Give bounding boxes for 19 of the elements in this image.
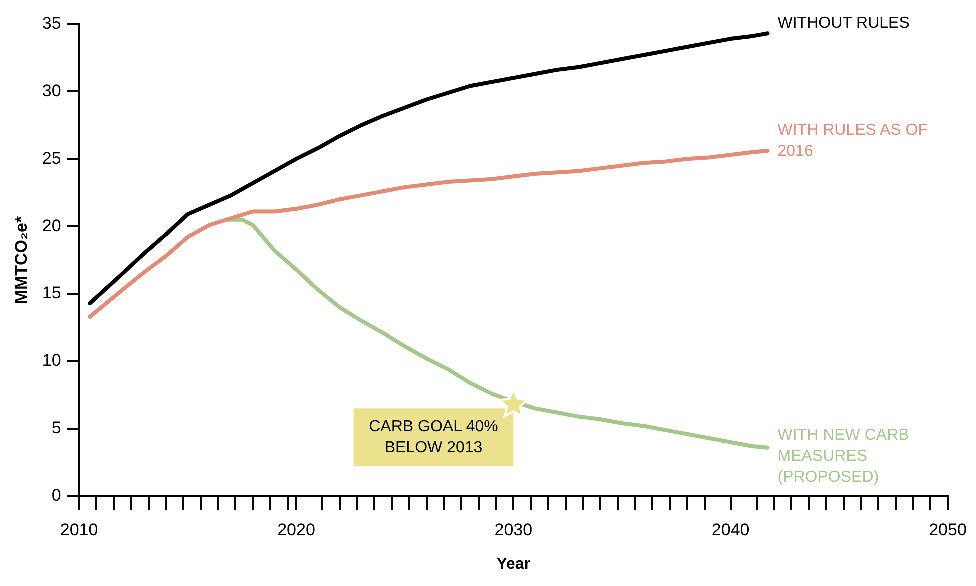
y-tick-label: 0 [52,486,62,506]
series-label: WITH RULES AS OF 2016 [778,122,928,160]
x-tick-label: 2030 [494,520,533,540]
y-tick-label: 15 [42,284,62,303]
series-label: WITHOUT RULES [778,15,910,32]
x-tick-label: 2040 [712,520,750,540]
y-tick-label: 10 [42,351,62,370]
series-label: WITH NEW CARB MEASURES (PROPOSED) [778,427,910,486]
x-tick-label: 2050 [929,520,967,540]
y-tick-label: 20 [42,216,62,236]
y-tick-label: 35 [42,14,62,33]
y-axis-title: MMTCO₂e* [12,216,31,304]
y-tick-label: 30 [42,81,62,100]
x-tick-label: 2010 [60,520,98,540]
x-tick-label: 2020 [278,520,316,540]
x-axis-title: Year [496,556,531,573]
annotation: CARB GOAL 40% BELOW 2013 [369,418,498,457]
y-tick-label: 25 [42,148,62,168]
y-tick-label: 5 [52,418,62,438]
